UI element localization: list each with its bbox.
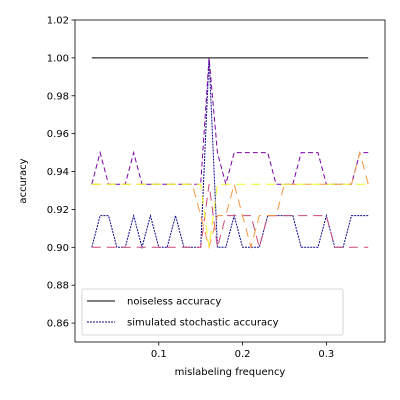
legend-box <box>81 288 344 336</box>
y-axis: 0.86 0.88 0.90 0.92 0.94 0.96 0.98 1.00 1.02 <box>47 16 75 330</box>
x-axis: 0.1 0.2 0.3 <box>151 342 334 360</box>
y-tick-label: 0.90 <box>47 243 69 254</box>
y-tick-label: 1.00 <box>47 53 69 64</box>
legend-label-stochastic: simulated stochastic accuracy <box>127 318 279 329</box>
y-tick-label: 0.98 <box>47 91 69 102</box>
y-tick-label: 0.88 <box>47 281 69 292</box>
series-stochastic-line-5 <box>91 183 369 248</box>
series-stochastic-line-1 <box>91 57 369 250</box>
series-stochastic-line-3 <box>91 184 369 250</box>
y-tick-label: 0.94 <box>47 167 69 178</box>
series-layer <box>91 57 369 250</box>
x-tick-label: 0.3 <box>318 349 334 360</box>
x-tick-label: 0.2 <box>235 349 251 360</box>
x-tick-label: 0.1 <box>151 349 167 360</box>
plot-frame <box>74 19 386 343</box>
legend: noiseless accuracy simulated stochastic … <box>81 288 344 336</box>
series-stochastic-line-2 <box>91 57 369 187</box>
legend-label-noiseless: noiseless accuracy <box>127 297 221 308</box>
y-tick-label: 0.96 <box>47 129 69 140</box>
x-axis-label: mislabeling frequency <box>175 367 286 378</box>
y-tick-label: 1.02 <box>47 16 69 27</box>
y-tick-label: 0.92 <box>47 205 69 216</box>
y-tick-label: 0.86 <box>47 319 69 330</box>
plot-area <box>75 20 385 342</box>
y-axis-label: accuracy <box>18 158 29 203</box>
plot-background <box>75 20 385 342</box>
